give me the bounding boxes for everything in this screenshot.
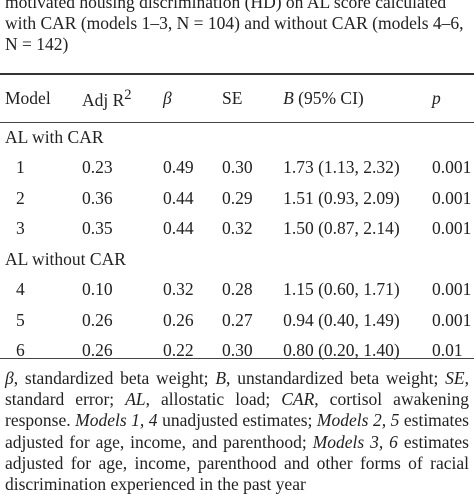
top-rule [0,73,474,75]
group-row-with-car: AL with CAR [0,122,474,153]
group-label: AL with CAR [5,126,104,147]
cell-se: 0.30 [222,340,253,361]
cell-model: 3 [16,218,25,239]
table-row: 2 0.36 0.44 0.29 1.51 (0.93, 2.09) 0.001 [0,183,474,214]
header-se: SE [222,88,243,108]
fn-al: AL [125,389,146,410]
cell-model: 4 [16,279,25,300]
cell-beta: 0.22 [162,340,194,361]
cell-p: 0.001 [432,309,472,330]
cell-beta: 0.44 [162,218,194,239]
cell-se: 0.28 [222,279,253,300]
caption-line-1: motivated housing discrimination (HD) on… [5,0,447,12]
cell-model: 5 [16,309,25,330]
cell-b-ci: 0.94 (0.40, 1.49) [283,309,400,330]
fn-text: estimates adjusted for age, income, and … [5,410,469,452]
cell-model: 1 [16,157,25,178]
table-row: 3 0.35 0.44 0.32 1.50 (0.87, 2.14) 0.001 [0,214,474,245]
fn-text: , standard error; [5,368,469,410]
cell-adj-r2: 0.35 [81,218,113,239]
cell-model: 6 [16,340,25,361]
header-row: Model Adj R2 β SE B (95% CI) p [0,75,474,122]
group-row-without-car: AL without CAR [0,244,474,275]
fn-text: , cortisol awakening response. [5,389,469,431]
cell-adj-r2: 0.26 [81,340,113,361]
results-table: Model Adj R2 β SE B (95% CI) p AL with C… [0,75,474,366]
table-caption: motivated housing discrimination (HD) on… [5,0,469,55]
table-row: 5 0.26 0.26 0.27 0.94 (0.40, 1.49) 0.001 [0,305,474,336]
cell-adj-r2: 0.26 [81,309,113,330]
fn-car: CAR [281,389,315,410]
cell-se: 0.27 [222,309,253,330]
group-label: AL without CAR [5,248,126,269]
fn-b: B [215,368,227,388]
fn-beta: β [5,368,14,388]
cell-model: 2 [16,187,25,208]
header-p: p [432,75,474,122]
cell-p: 0.001 [432,279,472,300]
table-row: 4 0.10 0.32 0.28 1.15 (0.60, 1.71) 0.001 [0,275,474,306]
bottom-rule [0,358,474,359]
table-row: 6 0.26 0.22 0.30 0.80 (0.20, 1.40) 0.01 [0,336,474,367]
cell-b-ci: 1.15 (0.60, 1.71) [283,279,400,300]
header-beta-symbol: β [162,88,172,108]
cell-b-ci: 0.80 (0.20, 1.40) [283,340,400,361]
fn-text: unadjusted estimates; [157,410,317,431]
fn-se: SE [445,368,465,388]
header-b-symbol: B [283,88,294,108]
fn-text: , standardized beta weight; [13,368,216,388]
cell-se: 0.29 [222,187,253,208]
fn-text: , unstandardized beta weight; [226,368,446,388]
cell-b-ci: 1.73 (1.13, 2.32) [283,157,400,178]
header-beta: β [163,75,222,122]
header-b-ci: B (95% CI) [283,75,432,122]
cell-b-ci: 1.50 (0.87, 2.14) [283,218,400,239]
header-rule [0,122,474,123]
caption-line-2: with CAR (models 1–3, N = 104) and witho… [5,13,464,33]
fn-models-3-6: Models 3, 6 [312,431,398,452]
table-row: 1 0.23 0.49 0.30 1.73 (1.13, 2.32) 0.001 [0,153,474,184]
caption-line-3: N = 142) [5,34,69,54]
cell-beta: 0.44 [162,187,194,208]
cell-adj-r2: 0.23 [81,157,113,178]
header-p-symbol: p [432,88,441,108]
header-model: Model [5,88,51,108]
cell-beta: 0.26 [162,309,194,330]
cell-adj-r2: 0.36 [81,187,113,208]
cell-p: 0.01 [432,340,463,361]
fn-text: estimates adjusted for age, income, pare… [5,431,469,495]
cell-p: 0.001 [432,157,472,178]
cell-se: 0.30 [222,157,253,178]
fn-text: , allostatic load; [145,389,282,410]
cell-p: 0.001 [432,218,472,239]
cell-adj-r2: 0.10 [81,279,113,300]
cell-beta: 0.32 [162,279,194,300]
cell-b-ci: 1.51 (0.93, 2.09) [283,187,400,208]
cell-se: 0.32 [222,218,253,239]
cell-p: 0.001 [432,187,472,208]
fn-models-1-4: Models 1, 4 [75,410,158,431]
header-adj-r2: Adj R2 [82,75,163,122]
header-adj-label: Adj R [81,89,125,110]
table-footnote: β, standardized beta weight; B, unstanda… [5,368,469,495]
cell-beta: 0.49 [162,157,194,178]
header-adj-sup: 2 [124,86,132,103]
fn-models-2-5: Models 2, 5 [316,410,400,431]
header-ci-label: (95% CI) [293,88,364,108]
